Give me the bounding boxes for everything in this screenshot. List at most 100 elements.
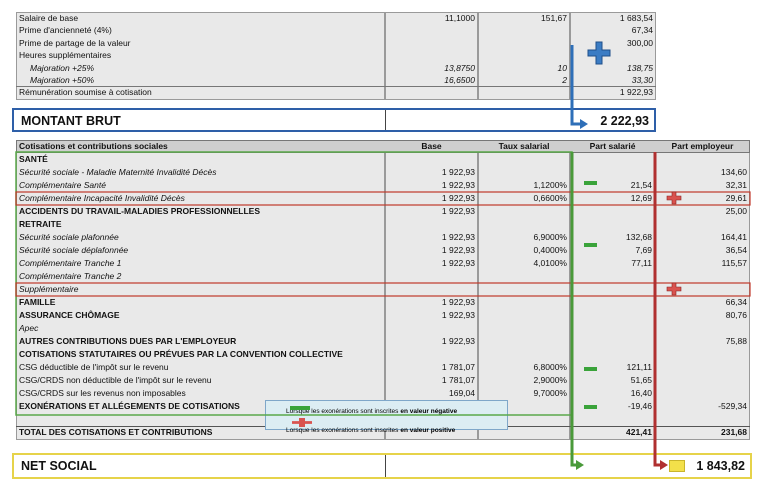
legend-emphasis: en valeur positive [400,427,456,434]
row-label: AUTRES CONTRIBUTIONS DUES PAR L'EMPLOYEU… [19,336,237,346]
cell-value: 421,41 [626,427,652,437]
cell-value: 6,8000% [533,362,567,372]
rule [16,86,656,88]
cell-value: 1 922,93 [441,310,475,320]
row-label: Prime de partage de la valeur [19,37,131,48]
cell-value: 16,40 [630,388,652,398]
green-bar-icon [290,406,310,410]
cell-value: 77,11 [631,258,652,268]
net-icon [669,460,685,472]
row-label: FAMILLE [19,297,56,307]
cell-value: 10 [557,62,567,73]
cell-bg [16,12,385,100]
row-label: Complémentaire Santé [19,180,106,190]
row-label: Supplémentaire [19,284,79,294]
row-label: Rémunération soumise à cotisation [19,87,152,98]
cell-value: 1 922,93 [441,206,475,216]
cell-value: 67,34 [631,25,653,36]
net-box: NET SOCIAL 1 843,82 [12,453,752,479]
cell-value: 33,30 [631,75,653,85]
cell-value: 132,68 [626,232,652,242]
column-header: Cotisations et contributions sociales [19,141,168,151]
cell-value: 169,04 [449,388,475,398]
cell-value: 1 781,07 [441,362,475,372]
row-label: RETRAITE [19,219,62,229]
row-label: Complémentaire Tranche 2 [19,271,122,281]
legend-item: Lorsque les exonérations sont inscrites e… [266,401,507,415]
row-label: Apec [19,323,39,333]
cell-value: 1 922,93 [441,336,475,346]
row-label: Complémentaire Incapacité Invalidité Déc… [19,193,185,203]
row-label: Sécurité sociale - Maladie Maternité Inv… [19,167,217,177]
cell-value: 164,41 [721,232,747,242]
cell-value: 36,54 [725,245,747,255]
cell-value: 0,6600% [533,193,567,203]
cell-value: 16,6500 [444,75,475,85]
row-label: Sécurité sociale déplafonnée [19,245,129,255]
net-label: NET SOCIAL [21,459,97,473]
divider [385,455,386,477]
cell-value: 1 922,93 [441,180,475,190]
brut-box: MONTANT BRUT 2 222,93 [12,108,656,132]
row-label: Heures supplémentaires [19,50,112,61]
row-label: CSG/CRDS sur les revenus non imposables [19,388,186,398]
row-label: Majoration +25% [30,62,95,73]
row-label: Salaire de base [19,13,79,23]
cell-value: 121,11 [626,362,652,372]
cell-value: 21,54 [630,180,652,190]
cell-value: 75,88 [725,336,747,346]
cell-value: 1 922,93 [619,87,653,98]
cell-value: 0,4000% [533,245,567,255]
cell-value: 66,34 [725,297,747,307]
cell-value: 32,31 [725,180,747,190]
cell-bg [478,12,570,100]
cell-value: 51,65 [630,375,652,385]
cell-value: 11,1000 [444,13,475,23]
cell-value: 2 [562,75,567,85]
row-label: TOTAL DES COTISATIONS ET CONTRIBUTIONS [19,427,213,437]
legend-item: Lorsque les exonérations sont inscrites e… [266,415,507,434]
cell-value: 29,61 [725,193,747,203]
cell-value: 1 922,93 [441,193,475,203]
row-label: Sécurité sociale plafonnée [19,232,119,242]
row-label: ACCIDENTS DU TRAVAIL-MALADIES PROFESSION… [19,206,260,216]
row-label: Prime d'ancienneté (4%) [19,25,112,36]
cell-value: 12,69 [630,193,652,203]
cell-value: 138,75 [627,62,653,73]
cell-value: 1 922,93 [441,258,475,268]
cell-value: 115,57 [721,258,747,268]
cell-value: -529,34 [718,401,747,411]
row-label: CSG déductible de l'impôt sur le revenu [19,362,169,372]
brut-value: 2 222,93 [600,114,649,128]
cell-value: -19,46 [627,401,652,411]
red-plus-icon [292,418,312,427]
cell-value: 134,60 [721,167,747,177]
column-header: Part employeur [671,141,734,151]
net-value: 1 843,82 [696,459,745,473]
cell-value: 6,9000% [533,232,567,242]
row-label: ASSURANCE CHÔMAGE [19,310,120,320]
row-label: Majoration +50% [30,75,95,85]
cell-value: 151,67 [541,13,567,23]
legend-text: Lorsque les exonérations sont inscrites [286,427,399,434]
cell-value: 300,00 [627,37,653,48]
cell-value: 1 922,93 [441,245,475,255]
row-label: COTISATIONS STATUTAIRES OU PRÉVUES PAR L… [19,349,343,359]
cell-value: 1 922,93 [441,232,475,242]
cell-value: 4,0100% [533,258,567,268]
cell-bg [385,12,478,100]
cell-value: 13,8750 [444,62,475,73]
column-header: Taux salarial [498,141,550,151]
legend-emphasis: en valeur négative [400,408,458,415]
brut-label: MONTANT BRUT [21,114,121,128]
cell-value: 1 922,93 [441,167,475,177]
divider [385,110,386,130]
cell-value: 1 683,54 [619,13,653,23]
legend: Lorsque les exonérations sont inscrites e… [265,400,508,434]
column-header: Part salarié [589,141,636,151]
row-label: Complémentaire Tranche 1 [19,258,122,268]
cell-value: 9,7000% [533,388,567,398]
row-label: CSG/CRDS non déductible de l'impôt sur l… [19,375,212,385]
column-header: Base [421,141,442,151]
